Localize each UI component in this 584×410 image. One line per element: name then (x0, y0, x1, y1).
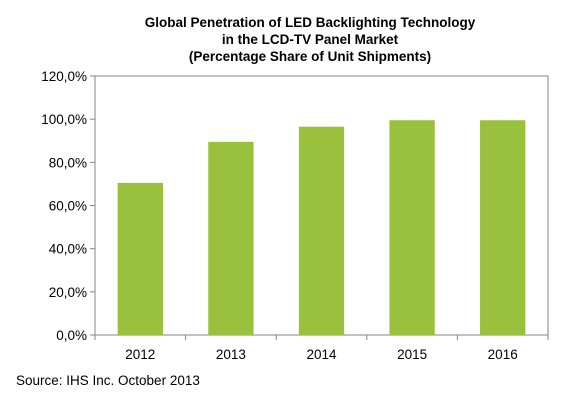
y-tick-label: 40,0% (49, 242, 87, 257)
y-tick-label: 0,0% (56, 328, 87, 343)
x-tick-label: 2015 (397, 347, 427, 362)
y-tick-label: 100,0% (41, 112, 87, 127)
x-tick-label: 2016 (488, 347, 518, 362)
y-tick-label: 80,0% (49, 155, 87, 170)
x-axis: 2012 2013 2014 2015 2016 (94, 335, 549, 362)
source-note: Source: IHS Inc. October 2013 (16, 373, 200, 388)
x-tick-label: 2014 (306, 347, 337, 362)
y-tick-label: 120,0% (41, 69, 87, 84)
bar-2016 (480, 120, 526, 335)
y-tick-label: 60,0% (49, 199, 87, 214)
y-axis: 0,0% 20,0% 40,0% 60,0% 80,0% 100,0% 120,0% (41, 69, 95, 343)
chart-title-line-3: (Percentage Share of Unit Shipments) (189, 49, 431, 64)
chart-title: Global Penetration of LED Backlighting T… (145, 15, 476, 64)
chart-title-line-1: Global Penetration of LED Backlighting T… (145, 15, 476, 30)
bar-2012 (117, 182, 163, 335)
chart-title-line-2: in the LCD-TV Panel Market (222, 32, 399, 47)
bar-2014 (298, 126, 345, 336)
bar-2013 (208, 141, 254, 335)
bars (117, 120, 526, 336)
bar-2015 (389, 120, 435, 335)
x-tick-label: 2013 (216, 347, 246, 362)
x-tick-label: 2012 (125, 347, 155, 362)
y-tick-label: 20,0% (49, 285, 87, 300)
